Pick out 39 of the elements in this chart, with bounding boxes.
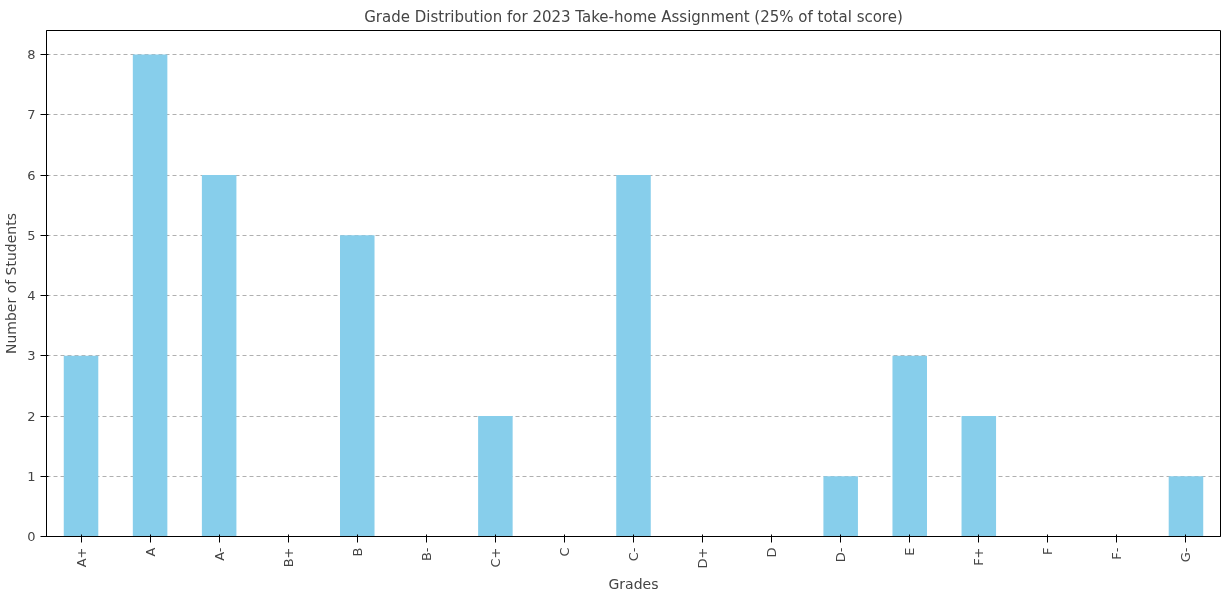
bar [340, 235, 375, 537]
y-tick-label: 0 [27, 529, 36, 544]
x-tick-label: C+ [487, 547, 503, 568]
y-tick-label: 2 [27, 408, 36, 424]
bar [961, 416, 997, 537]
x-tick-label: E [902, 547, 918, 556]
x-tick-label: B+ [280, 547, 296, 568]
x-tick-label: D+ [695, 547, 711, 569]
bar [201, 175, 237, 537]
x-tick-label: D- [833, 547, 849, 563]
x-tick-label: B [349, 547, 365, 557]
y-tick-label: 5 [27, 227, 36, 243]
y-tick-label: 7 [27, 107, 36, 123]
x-tick-label: F [1040, 547, 1056, 555]
bar [132, 54, 168, 537]
x-tick-label: F+ [971, 547, 987, 566]
chart-title: Grade Distribution for 2023 Take-home Assignment (25% of total score) [364, 7, 903, 26]
bar [823, 476, 858, 537]
bar [63, 355, 99, 537]
x-tick-label: D [764, 547, 780, 558]
y-tick-label: 6 [27, 167, 36, 183]
bar [1168, 476, 1204, 537]
x-tick-label: A+ [73, 547, 89, 568]
x-tick-label: A [142, 547, 158, 557]
x-axis-title: Grades [608, 576, 659, 593]
bar [892, 355, 927, 537]
y-tick-label: 3 [27, 348, 36, 364]
y-tick-label: 4 [27, 288, 36, 304]
bar [478, 416, 513, 537]
y-tick-label: 1 [27, 468, 36, 484]
y-tick-label: 8 [27, 47, 36, 63]
x-tick-label: C- [626, 547, 641, 562]
bar [616, 175, 651, 537]
x-tick-label: B- [418, 547, 434, 562]
x-tick-label: A- [211, 547, 227, 561]
x-tick-label: G- [1178, 547, 1194, 563]
x-tick-label: C [556, 547, 572, 557]
y-axis-title: Number of Students [3, 212, 20, 355]
x-tick-label: F- [1109, 547, 1125, 560]
